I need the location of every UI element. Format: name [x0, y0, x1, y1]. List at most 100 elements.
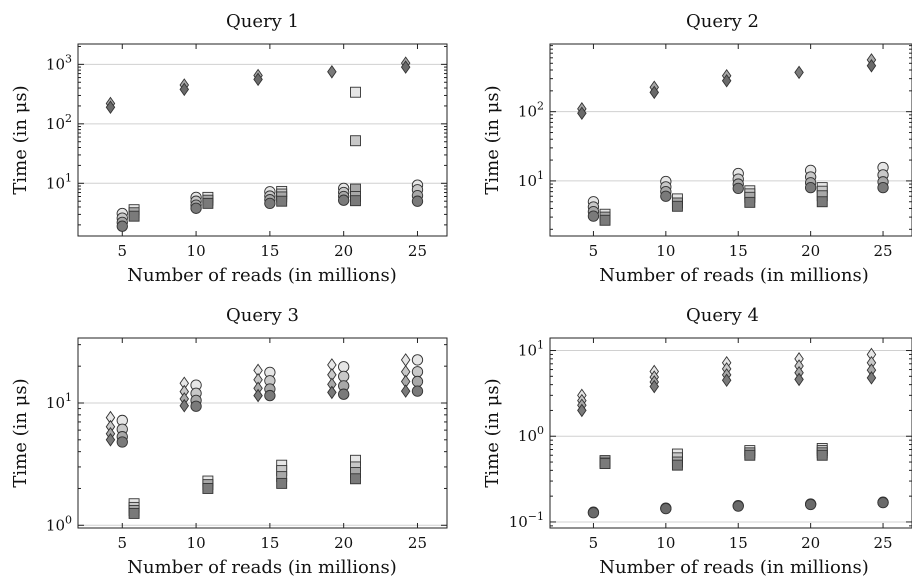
x-tick-label: 10 [187, 242, 206, 260]
chart-panel-4: 5 10 15 20 25 10−1 100 101 Query 4 Number of read… [482, 305, 912, 578]
circle-marker [264, 389, 276, 402]
circle-marker [264, 197, 276, 210]
diamond-marker [400, 353, 411, 367]
square-marker [276, 477, 288, 489]
circle-marker [660, 502, 672, 515]
circle-marker [877, 496, 889, 509]
square-marker [816, 449, 828, 461]
circle-marker [732, 500, 744, 512]
square-marker [671, 200, 683, 212]
x-axis-label: Number of reads (in millions) [127, 265, 396, 286]
plot-frame [77, 43, 448, 237]
circle-marker [338, 370, 350, 383]
diamond-marker [577, 106, 587, 121]
x-tick-label: 25 [408, 534, 427, 552]
square-marker [599, 458, 611, 470]
diamond-marker [866, 371, 877, 385]
x-tick-label: 15 [260, 534, 279, 552]
diamond-marker [179, 398, 190, 413]
square-marker [599, 214, 611, 226]
x-tick-label: 15 [729, 242, 748, 260]
diamond-marker [577, 403, 587, 418]
y-tick-label: 101 [46, 391, 72, 412]
chart-title: Query 2 [686, 11, 759, 32]
square-marker [276, 195, 288, 207]
circle-marker [190, 202, 202, 214]
square-marker [744, 196, 756, 208]
square-marker [128, 210, 140, 222]
y-axis-label: Time (in μs) [10, 85, 31, 194]
x-tick-label: 5 [589, 242, 599, 260]
diamond-marker [400, 384, 411, 398]
square-marker [202, 483, 214, 494]
x-tick-label: 20 [334, 242, 353, 260]
diamond-marker [794, 372, 804, 387]
circle-marker [338, 388, 350, 400]
square-marker [350, 86, 361, 98]
x-tick-label: 10 [656, 242, 675, 260]
diamond-marker [105, 100, 116, 115]
chart-title: Query 4 [686, 305, 759, 326]
x-tick-label: 10 [656, 534, 675, 552]
chart-panel-1: 5 10 15 20 25 101 102 103 Query 1 Number of reads… [10, 11, 448, 286]
x-tick-label: 20 [801, 242, 820, 260]
diamond-marker [400, 60, 411, 74]
chart-panel-3: 5 10 15 20 25 100 101 Query 3 Number of reads (i… [10, 305, 448, 578]
square-marker [128, 507, 140, 519]
plot-frame [77, 337, 448, 529]
circle-marker [411, 385, 424, 397]
y-axis-label: Time (in μs) [482, 378, 503, 487]
chart-title: Query 1 [226, 11, 299, 32]
circle-marker [732, 182, 744, 195]
plot-frame [549, 337, 912, 529]
circle-marker [804, 498, 817, 511]
y-tick-label: 101 [518, 169, 544, 190]
x-tick-label: 20 [334, 534, 353, 552]
y-tick-label: 102 [46, 112, 72, 133]
y-tick-label: 101 [518, 339, 544, 360]
x-tick-label: 10 [187, 534, 206, 552]
circle-marker [804, 181, 817, 194]
square-marker [350, 473, 361, 485]
x-axis-label: Number of reads (in millions) [599, 557, 868, 578]
diamond-marker [179, 82, 190, 97]
diamond-marker [327, 65, 337, 79]
circle-marker [411, 366, 424, 378]
y-tick-label: 10−1 [509, 510, 544, 531]
circle-marker [587, 210, 600, 222]
square-marker [744, 449, 756, 461]
chart-title: Query 3 [226, 305, 299, 326]
square-marker [350, 195, 361, 207]
chart-panel-2: 5 10 15 20 25 101 102 Query 2 Number of reads (i… [482, 11, 912, 286]
circle-marker [877, 181, 889, 194]
circle-marker [660, 190, 672, 202]
diamond-marker [721, 73, 732, 88]
diamond-marker [253, 388, 263, 403]
circle-marker [338, 361, 350, 373]
circle-marker [587, 507, 600, 519]
x-tick-label: 25 [873, 242, 892, 260]
y-tick-label: 102 [518, 100, 544, 121]
x-axis-label: Number of reads (in millions) [599, 265, 868, 286]
circle-marker [190, 400, 202, 412]
square-marker [202, 197, 214, 209]
x-axis-label: Number of reads (in millions) [127, 557, 396, 578]
circle-marker [411, 375, 424, 388]
x-tick-label: 5 [589, 534, 599, 552]
x-tick-label: 15 [260, 242, 279, 260]
y-tick-label: 101 [46, 171, 72, 192]
square-marker [816, 196, 828, 208]
y-axis-label: Time (in μs) [10, 378, 31, 487]
x-tick-label: 25 [873, 534, 892, 552]
diamond-marker [721, 373, 732, 388]
x-tick-label: 5 [118, 242, 128, 260]
square-marker [350, 135, 361, 147]
diamond-marker [253, 72, 263, 87]
circle-marker [411, 354, 424, 366]
y-tick-label: 103 [46, 52, 72, 73]
x-tick-label: 15 [729, 534, 748, 552]
diamond-marker [866, 59, 877, 73]
circle-marker [338, 194, 350, 206]
circle-marker [411, 195, 424, 207]
